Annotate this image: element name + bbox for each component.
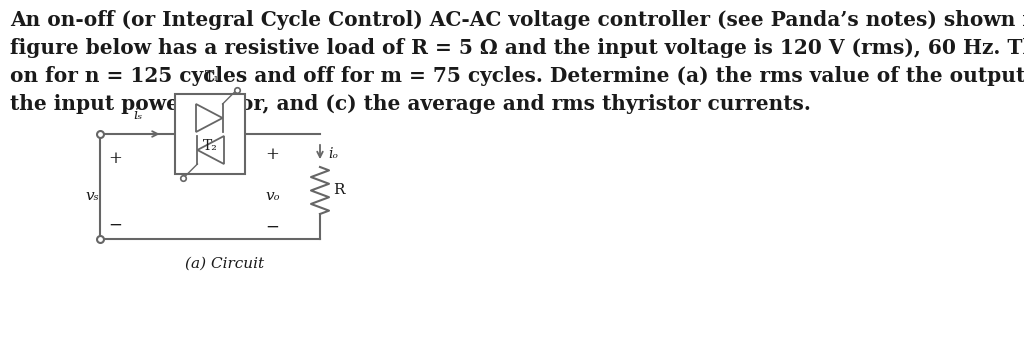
- Text: R: R: [333, 183, 344, 198]
- Text: on for n = 125 cycles and off for m = 75 cycles. Determine (a) the rms value of : on for n = 125 cycles and off for m = 75…: [10, 66, 1024, 86]
- Text: figure below has a resistive load of R = 5 Ω and the input voltage is 120 V (rms: figure below has a resistive load of R =…: [10, 38, 1024, 58]
- Text: iₛ: iₛ: [133, 108, 142, 122]
- Text: the input power factor, and (c) the average and rms thyristor currents.: the input power factor, and (c) the aver…: [10, 94, 811, 114]
- Text: T₂: T₂: [203, 139, 217, 153]
- Text: iₒ: iₒ: [328, 147, 338, 161]
- Text: −: −: [265, 219, 280, 236]
- Text: T₁: T₁: [205, 70, 220, 84]
- Bar: [175, 94, 245, 174]
- Text: vₛ: vₛ: [85, 190, 98, 203]
- Text: (a) Circuit: (a) Circuit: [185, 257, 264, 271]
- Text: −: −: [108, 217, 122, 234]
- Text: An on-off (or Integral Cycle Control) AC-AC voltage controller (see Panda’s note: An on-off (or Integral Cycle Control) AC…: [10, 10, 1024, 30]
- Text: +: +: [108, 150, 122, 167]
- Text: vₒ: vₒ: [265, 190, 280, 203]
- Text: +: +: [265, 146, 280, 163]
